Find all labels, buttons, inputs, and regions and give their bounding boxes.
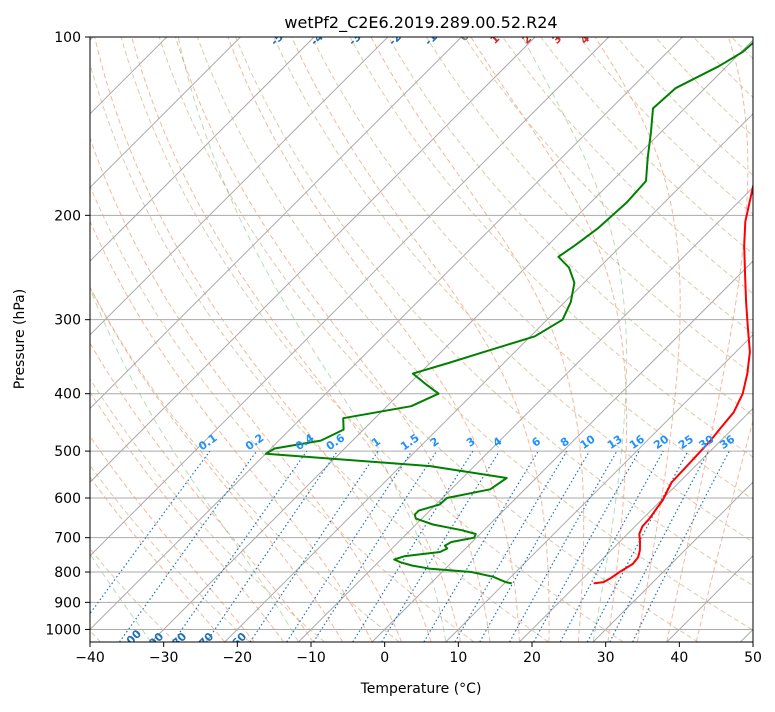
x-tick-label: 40 <box>670 650 688 666</box>
x-tick-label: 0 <box>380 650 389 666</box>
x-axis-label: Temperature (°C) <box>360 681 482 697</box>
y-tick-label: 400 <box>54 387 81 403</box>
x-tick-label: 10 <box>449 650 467 666</box>
x-tick-label: −40 <box>75 650 105 666</box>
y-tick-label: 900 <box>54 595 81 611</box>
y-axis-label: Pressure (hPa) <box>12 289 28 389</box>
y-tick-label: 300 <box>54 313 81 329</box>
y-tick-label: 1000 <box>45 622 81 638</box>
x-tick-label: −30 <box>149 650 179 666</box>
x-tick-label: 30 <box>597 650 615 666</box>
x-tick-label: −10 <box>296 650 326 666</box>
y-tick-label: 100 <box>54 30 81 46</box>
y-tick-label: 600 <box>54 491 81 507</box>
y-tick-label: 500 <box>54 444 81 460</box>
y-tick-label: 700 <box>54 531 81 547</box>
chart-title: wetPf2_C2E6.2019.289.00.52.R24 <box>284 13 557 33</box>
x-tick-label: 50 <box>744 650 762 666</box>
x-tick-label: 20 <box>523 650 541 666</box>
x-tick-label: −20 <box>223 650 253 666</box>
y-tick-label: 200 <box>54 208 81 224</box>
y-tick-label: 800 <box>54 565 81 581</box>
